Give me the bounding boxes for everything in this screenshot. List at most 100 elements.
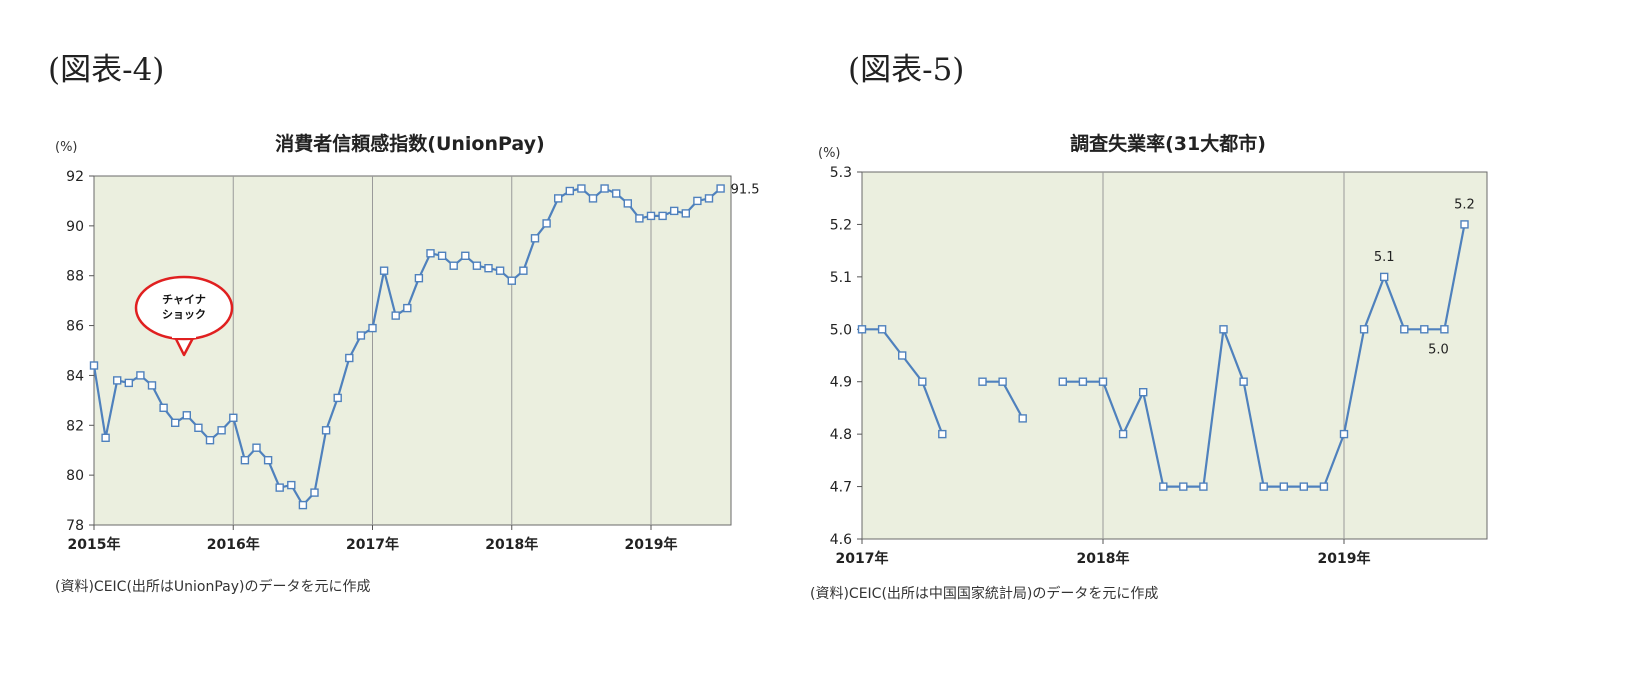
data-point — [1219, 325, 1228, 334]
data-point — [1319, 482, 1329, 491]
data-point — [542, 219, 551, 228]
end-value-label: 91.5 — [731, 182, 760, 197]
y-tick-label: 4.9 — [830, 375, 852, 391]
data-point — [1138, 388, 1148, 397]
data-point — [356, 331, 366, 340]
y-tick-label: 78 — [66, 518, 84, 534]
data-point — [1159, 482, 1168, 491]
data-point — [495, 266, 505, 275]
figure4-label: (図表-4) — [48, 52, 165, 88]
data-point — [298, 500, 308, 510]
data-point — [565, 186, 574, 196]
point-value-label: 5.2 — [1454, 197, 1475, 212]
consumer-confidence-chart: 2015年 2016年 2017年 2018年 2019年 78 80 82 84 86 88 90 9… — [55, 132, 760, 595]
x-tick-label: 2018年 — [1077, 550, 1130, 567]
y-tick-label: 4.6 — [830, 532, 852, 548]
data-point — [978, 377, 987, 386]
data-point — [217, 426, 226, 435]
data-point — [635, 214, 644, 223]
x-tick-label: 2017年 — [836, 550, 889, 567]
data-point — [1460, 220, 1469, 229]
x-tick-label: 2019年 — [1318, 550, 1371, 567]
data-point — [519, 266, 528, 275]
callout-text-line1: チャイナ — [162, 293, 206, 306]
x-tick-label: 2018年 — [485, 536, 538, 553]
source-note: (資料)CEIC(出所は中国国家統計局)のデータを元に作成 — [810, 585, 1158, 602]
data-point — [1098, 377, 1108, 386]
data-point — [101, 433, 110, 442]
data-point — [1239, 377, 1248, 386]
y-tick-label: 92 — [66, 169, 84, 185]
data-point — [136, 371, 145, 380]
y-tick-label: 84 — [66, 368, 84, 384]
x-tick-label: 2016年 — [207, 536, 260, 553]
x-tick-label: 2019年 — [625, 536, 678, 553]
figure5-label: (図表-5) — [848, 52, 965, 88]
data-point — [898, 351, 907, 360]
y-tick-label: 5.3 — [830, 165, 852, 181]
data-point — [588, 194, 598, 203]
data-point — [229, 413, 238, 422]
data-point — [693, 196, 702, 206]
data-point — [1339, 429, 1349, 439]
data-point — [1118, 429, 1128, 439]
data-point — [646, 211, 656, 221]
data-point — [1058, 377, 1068, 386]
data-point — [112, 376, 122, 385]
y-tick-label: 90 — [66, 219, 84, 235]
data-point — [918, 377, 927, 386]
y-tick-label: 82 — [66, 418, 84, 434]
data-point — [89, 361, 99, 370]
data-point — [391, 311, 400, 320]
y-tick-label: 5.1 — [830, 270, 852, 286]
chart-title: 調査失業率(31大都市) — [1070, 132, 1266, 155]
y-tick-label: 4.8 — [830, 427, 852, 443]
data-point — [368, 323, 377, 333]
data-point — [310, 488, 319, 497]
data-point — [426, 249, 435, 258]
data-point — [345, 353, 354, 363]
data-point — [857, 325, 867, 334]
data-point — [670, 206, 679, 216]
y-tick-label: 80 — [66, 468, 84, 484]
data-point — [938, 429, 947, 439]
data-point — [170, 418, 180, 427]
data-point — [403, 303, 412, 313]
y-tick-label: 5.0 — [830, 322, 852, 338]
data-point — [484, 264, 493, 273]
data-point — [1179, 482, 1188, 491]
data-point — [252, 443, 261, 452]
data-point — [716, 184, 725, 193]
data-point — [194, 423, 203, 432]
data-point — [1078, 377, 1088, 386]
data-point — [240, 456, 250, 465]
callout-bubble — [134, 275, 234, 341]
callout-text-line2: ショック — [162, 308, 206, 321]
data-point — [321, 426, 331, 435]
data-point — [437, 251, 447, 261]
data-point — [461, 251, 470, 261]
data-point — [577, 184, 586, 193]
point-value-label: 5.0 — [1428, 342, 1449, 357]
data-point — [877, 325, 887, 334]
data-point — [681, 209, 690, 218]
data-point — [1199, 482, 1208, 491]
y-tick-label: 88 — [66, 269, 84, 285]
data-point — [530, 234, 540, 243]
data-point — [1359, 325, 1369, 334]
source-note: (資料)CEIC(出所はUnionPay)のデータを元に作成 — [55, 578, 371, 595]
data-point — [600, 184, 609, 193]
callout-joint — [172, 330, 196, 338]
x-tick-label: 2015年 — [68, 536, 121, 553]
data-point — [1379, 272, 1389, 282]
data-point — [333, 393, 342, 403]
data-point — [1279, 482, 1289, 491]
data-point — [263, 456, 273, 465]
data-point — [658, 211, 667, 221]
chart-title: 消費者信頼感指数(UnionPay) — [275, 132, 544, 155]
y-tick-label: 5.2 — [830, 217, 852, 233]
data-point — [704, 194, 714, 203]
data-point — [1299, 482, 1309, 491]
